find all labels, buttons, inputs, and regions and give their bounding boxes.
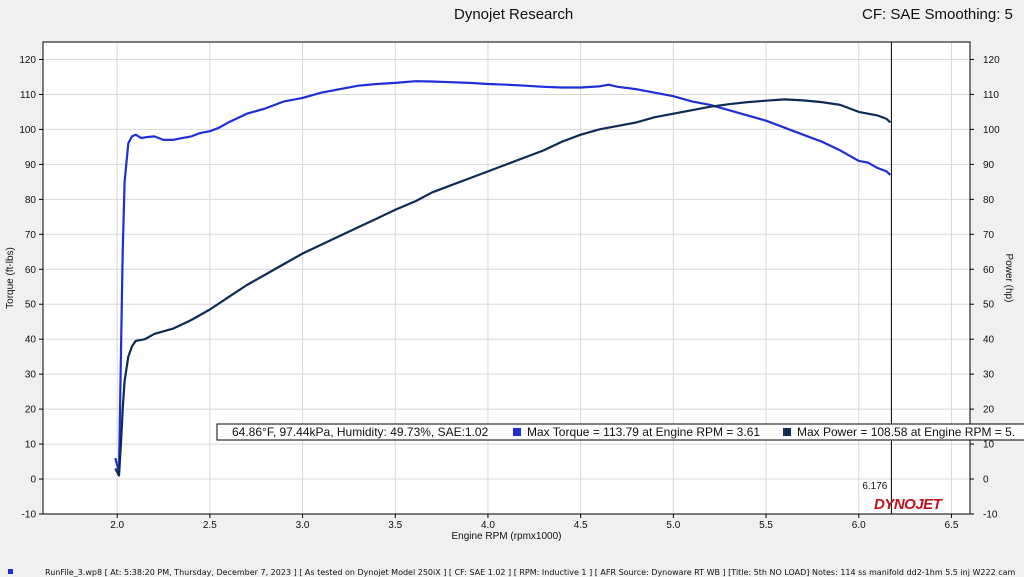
y-axis-label-right: Power (hp) bbox=[1003, 254, 1014, 303]
legend-power-text: Max Power = 108.58 at Engine RPM = 5. bbox=[797, 425, 1015, 439]
y-tick-label-left: 40 bbox=[25, 335, 37, 346]
x-axis-label: Engine RPM (rpmx1000) bbox=[451, 531, 561, 542]
y-axis-label-left: Torque (ft-lbs) bbox=[5, 247, 16, 309]
x-tick-label: 5.5 bbox=[759, 520, 773, 531]
y-tick-label-left: 70 bbox=[25, 230, 37, 241]
y-tick-label-right: 80 bbox=[983, 195, 995, 206]
run-info-text: RunFile_3.wp8 [ At: 5:38:20 PM, Thursday… bbox=[45, 568, 1016, 577]
y-tick-label-right: 10 bbox=[983, 440, 995, 451]
y-tick-label-left: 0 bbox=[30, 475, 36, 486]
y-tick-label-right: 120 bbox=[983, 55, 1000, 66]
y-tick-label-left: 10 bbox=[25, 440, 37, 451]
legend-torque-text: Max Torque = 113.79 at Engine RPM = 3.61 bbox=[527, 425, 760, 439]
y-tick-label-right: 30 bbox=[983, 370, 995, 381]
y-tick-label-left: 110 bbox=[20, 90, 36, 101]
x-tick-label: 6.0 bbox=[852, 520, 866, 531]
y-tick-label-left: 80 bbox=[25, 195, 37, 206]
cursor-value-label: 6.176 bbox=[862, 481, 887, 492]
y-tick-label-left: 100 bbox=[19, 125, 36, 136]
y-tick-label-right: 70 bbox=[983, 230, 995, 241]
plot-frame bbox=[42, 41, 971, 515]
x-tick-label: 4.0 bbox=[481, 520, 495, 531]
legend-torque-swatch bbox=[513, 428, 521, 436]
x-tick-label: 5.0 bbox=[666, 520, 680, 531]
x-tick-label: 4.5 bbox=[574, 520, 588, 531]
power-series-line bbox=[114, 98, 892, 477]
y-tick-label-left: 120 bbox=[19, 55, 36, 66]
chart-title: Dynojet Research bbox=[454, 6, 574, 23]
y-tick-label-left: 50 bbox=[25, 300, 37, 311]
y-tick-label-right: -10 bbox=[983, 510, 998, 521]
y-tick-label-right: 50 bbox=[983, 300, 995, 311]
torque-series-line bbox=[114, 80, 892, 474]
run-color-swatch bbox=[8, 569, 13, 574]
plot-area bbox=[43, 42, 970, 514]
dynojet-logo: DYNOJET bbox=[874, 496, 944, 513]
x-tick-label: 3.0 bbox=[296, 520, 310, 531]
legend-conditions: 64.86°F, 97.44kPa, Humidity: 49.73%, SAE… bbox=[232, 425, 489, 439]
y-tick-label-right: 60 bbox=[983, 265, 995, 276]
y-tick-label-left: 30 bbox=[25, 370, 37, 381]
y-tick-label-right: 100 bbox=[983, 125, 1000, 136]
y-tick-label-left: -10 bbox=[22, 510, 37, 521]
x-tick-label: 2.0 bbox=[110, 520, 124, 531]
x-tick-label: 3.5 bbox=[388, 520, 402, 531]
y-tick-label-left: 60 bbox=[25, 265, 37, 276]
y-tick-label-right: 0 bbox=[983, 475, 989, 486]
legend-power-swatch bbox=[783, 428, 791, 436]
legend-box bbox=[216, 423, 1024, 441]
y-tick-label-right: 40 bbox=[983, 335, 995, 346]
y-tick-label-right: 20 bbox=[983, 405, 995, 416]
y-tick-label-right: 90 bbox=[983, 160, 995, 171]
x-tick-label: 6.5 bbox=[945, 520, 959, 531]
x-tick-label: 2.5 bbox=[203, 520, 217, 531]
y-tick-label-right: 110 bbox=[983, 90, 999, 101]
y-tick-label-left: 20 bbox=[25, 405, 37, 416]
cf-smoothing-label: CF: SAE Smoothing: 5 bbox=[862, 6, 1013, 23]
y-tick-label-left: 90 bbox=[25, 160, 37, 171]
